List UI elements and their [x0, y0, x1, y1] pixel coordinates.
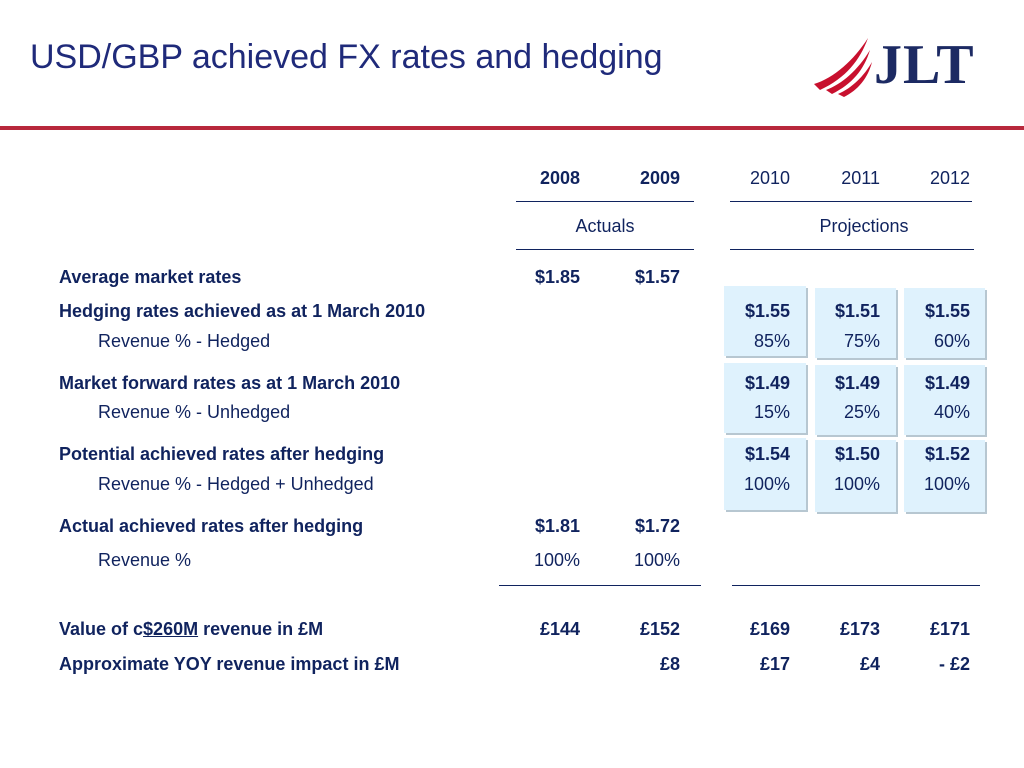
- hedging-2012: $1.55: [924, 301, 970, 321]
- projections-lower-rule: [732, 585, 980, 586]
- actuals-lower-rule: [499, 585, 701, 586]
- year-2012: 2012: [929, 168, 970, 188]
- projections-bottom-rule: [730, 249, 974, 250]
- value-2010: £169: [749, 619, 790, 639]
- forward-pct-2012: 40%: [933, 402, 970, 422]
- actual-achieved-2009: $1.72: [634, 516, 680, 536]
- potential-2010: $1.54: [744, 444, 790, 464]
- actual-achieved-label: Actual achieved rates after hedging: [59, 516, 364, 536]
- hedging-2011: $1.51: [834, 301, 880, 321]
- potential-pct-2011: 100%: [833, 474, 880, 494]
- potential-2012: $1.52: [924, 444, 970, 464]
- year-2008: 2008: [539, 168, 580, 188]
- sail-swoosh-icon: [814, 38, 872, 97]
- yoy-2012: - £2: [938, 654, 970, 674]
- title-divider: [0, 126, 1024, 130]
- hedging-pct-2011: 75%: [843, 331, 880, 351]
- logo-wordmark: JLT: [874, 34, 975, 96]
- projections-top-rule: [730, 201, 972, 202]
- value-2008: £144: [539, 619, 580, 639]
- yoy-2009: £8: [659, 654, 680, 674]
- forward-label: Market forward rates as at 1 March 2010: [59, 373, 401, 393]
- highlight-2011-hedging: [815, 288, 896, 358]
- actuals-top-rule: [516, 201, 694, 202]
- forward-pct-2010: 15%: [753, 402, 790, 422]
- value-label: Value of c$260M revenue in £M: [59, 618, 323, 640]
- highlight-2012-hedging: [904, 288, 985, 358]
- forward-2011: $1.49: [834, 373, 880, 393]
- actual-revenue-2009: 100%: [633, 550, 680, 570]
- hedging-pct-2012: 60%: [933, 331, 970, 351]
- avg-market-label: Average market rates: [59, 267, 242, 287]
- hedging-2010: $1.55: [744, 301, 790, 321]
- actual-revenue-2008: 100%: [533, 550, 580, 570]
- avg-market-2009: $1.57: [634, 267, 680, 287]
- value-2012: £171: [929, 619, 970, 639]
- year-2010: 2010: [749, 168, 790, 188]
- forward-2012: $1.49: [924, 373, 970, 393]
- forward-pct-2011: 25%: [843, 402, 880, 422]
- highlight-2011-potential: [815, 440, 896, 512]
- jlt-logo: JLT: [812, 34, 982, 100]
- yoy-2011: £4: [859, 654, 880, 674]
- potential-sub-label: Revenue % - Hedged + Unhedged: [98, 474, 374, 494]
- forward-sub-label: Revenue % - Unhedged: [98, 402, 291, 422]
- highlight-2010-forward: [724, 363, 806, 433]
- highlight-2011-forward: [815, 365, 896, 435]
- highlight-2010-hedging: [724, 286, 806, 356]
- potential-label: Potential achieved rates after hedging: [59, 444, 385, 464]
- actuals-bottom-rule: [516, 249, 694, 250]
- value-2009: £152: [639, 619, 680, 639]
- avg-market-2008: $1.85: [534, 267, 580, 287]
- projections-label: Projections: [819, 216, 909, 236]
- potential-pct-2010: 100%: [743, 474, 790, 494]
- hedging-sub-label: Revenue % - Hedged: [98, 331, 271, 351]
- hedging-label: Hedging rates achieved as at 1 March 201…: [59, 301, 426, 321]
- yoy-2010: £17: [759, 654, 790, 674]
- highlight-2010-potential: [724, 438, 806, 510]
- actual-revenue-label: Revenue %: [98, 550, 192, 570]
- page-title: USD/GBP achieved FX rates and hedging: [30, 38, 663, 76]
- highlight-2012-forward: [904, 365, 985, 435]
- actuals-label: Actuals: [575, 216, 635, 236]
- potential-pct-2012: 100%: [923, 474, 970, 494]
- value-label-prefix: Value of c: [59, 619, 144, 639]
- year-2009: 2009: [639, 168, 680, 188]
- value-label-suffix: revenue in £M: [198, 619, 324, 639]
- yoy-label: Approximate YOY revenue impact in £M: [59, 654, 400, 674]
- year-2011: 2011: [841, 168, 880, 188]
- forward-2010: $1.49: [744, 373, 790, 393]
- potential-2011: $1.50: [834, 444, 880, 464]
- value-2011: £173: [839, 619, 880, 639]
- highlight-2012-potential: [904, 440, 985, 512]
- value-label-amount: $260M: [143, 619, 199, 639]
- actual-achieved-2008: $1.81: [534, 516, 580, 536]
- hedging-pct-2010: 85%: [753, 331, 790, 351]
